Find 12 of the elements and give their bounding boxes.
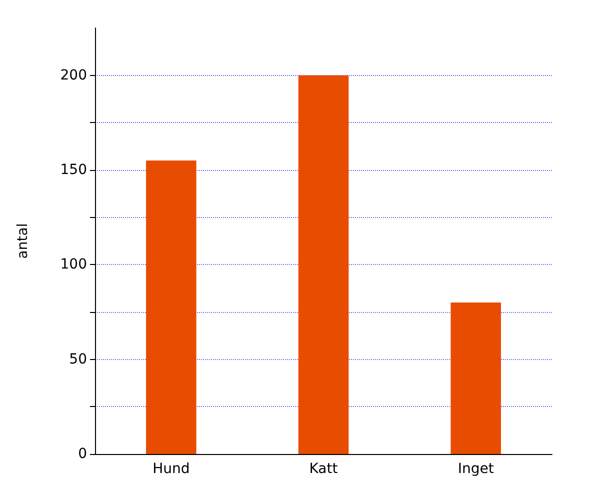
y-tick-label: 50 — [69, 351, 87, 368]
y-tick-label: 200 — [60, 67, 87, 84]
y-axis-title: antal — [15, 223, 31, 259]
y-tick-label: 0 — [78, 446, 87, 462]
x-tick-label: Hund — [152, 461, 190, 477]
x-tick-label: Katt — [309, 461, 338, 477]
bar — [146, 160, 196, 454]
bar — [450, 302, 501, 454]
x-tick-label: Inget — [458, 461, 494, 477]
y-tick-label: 100 — [60, 256, 87, 273]
y-tick-label: 150 — [60, 162, 87, 178]
bar — [298, 75, 349, 454]
